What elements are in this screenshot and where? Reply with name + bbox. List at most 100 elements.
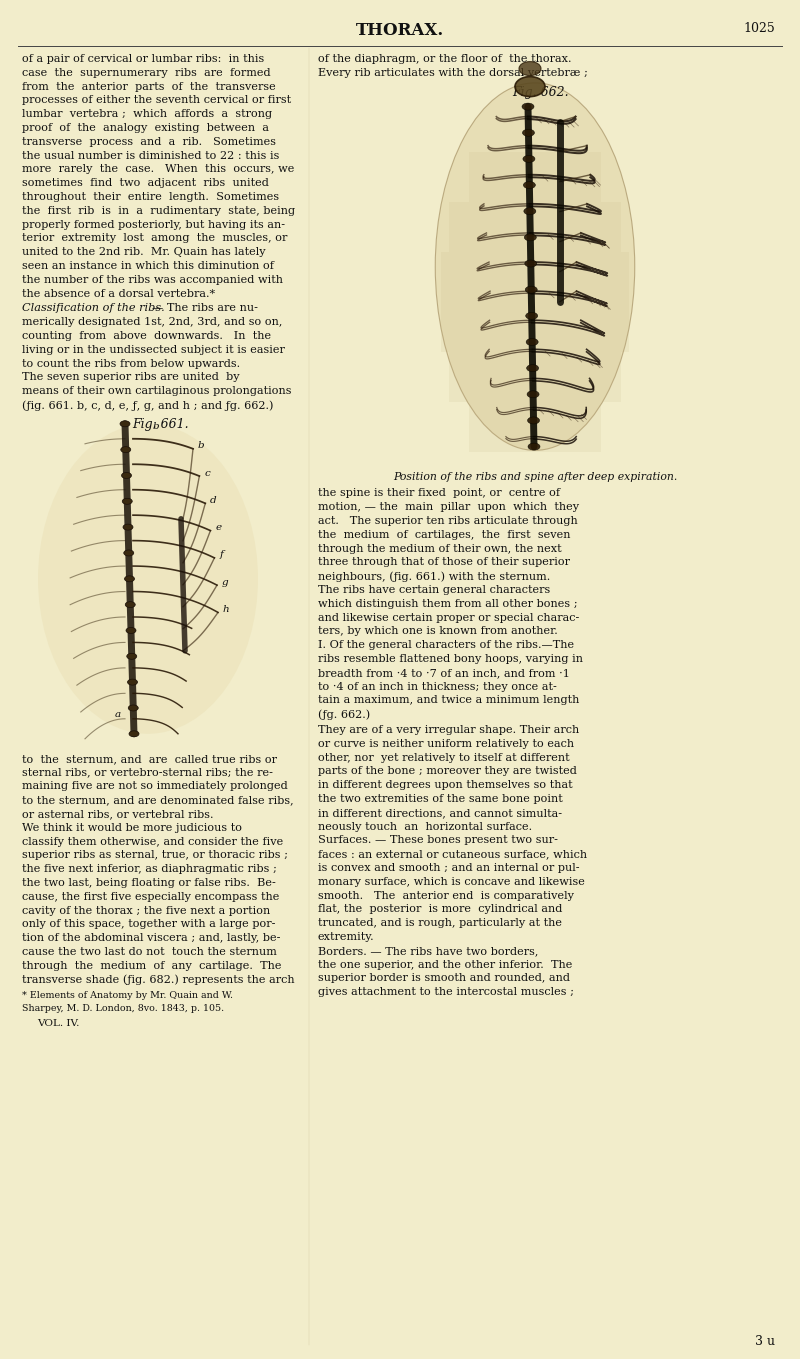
Text: b: b [198,442,205,450]
Ellipse shape [515,76,545,96]
Text: cavity of the thorax ; the five next a portion: cavity of the thorax ; the five next a p… [22,905,270,916]
Ellipse shape [523,155,535,163]
Text: parts of the bone ; moreover they are twisted: parts of the bone ; moreover they are tw… [318,766,577,776]
Text: VOL. IV.: VOL. IV. [37,1019,79,1027]
Text: d: d [210,496,217,504]
Ellipse shape [527,417,539,424]
Ellipse shape [128,705,138,711]
Text: Sharpey, M. D. London, 8vo. 1843, p. 105.: Sharpey, M. D. London, 8vo. 1843, p. 105… [22,1004,224,1014]
Text: transverse shade (ƒig. 682.) represents the arch: transverse shade (ƒig. 682.) represents … [22,974,294,985]
Ellipse shape [122,499,132,504]
Text: a: a [115,711,121,719]
Ellipse shape [121,447,130,453]
Text: g: g [222,578,229,587]
Text: or asternal ribs, or vertebral ribs.: or asternal ribs, or vertebral ribs. [22,809,214,819]
Text: superior border is smooth and rounded, and: superior border is smooth and rounded, a… [318,973,570,984]
Text: faces : an external or cutaneous surface, which: faces : an external or cutaneous surface… [318,849,587,859]
Text: The seven superior ribs are united  by: The seven superior ribs are united by [22,372,240,382]
Text: of a pair of cervical or lumbar ribs:  in this: of a pair of cervical or lumbar ribs: in… [22,54,264,64]
Text: processes of either the seventh cervical or first: processes of either the seventh cervical… [22,95,291,106]
Ellipse shape [127,680,138,685]
FancyBboxPatch shape [441,251,629,302]
Ellipse shape [120,421,130,427]
Text: terior  extremity  lost  among  the  muscles, or: terior extremity lost among the muscles,… [22,234,287,243]
Ellipse shape [525,260,537,266]
Text: act.   The superior ten ribs articulate through: act. The superior ten ribs articulate th… [318,516,578,526]
Ellipse shape [526,338,538,345]
Text: f: f [219,550,223,560]
FancyBboxPatch shape [469,152,602,201]
Text: the  medium  of  cartilages,  the  first  seven: the medium of cartilages, the first seve… [318,530,570,540]
Text: ribs resemble flattened bony hoops, varying in: ribs resemble flattened bony hoops, vary… [318,654,583,665]
Text: the absence of a dorsal vertebra.*: the absence of a dorsal vertebra.* [22,288,215,299]
Ellipse shape [527,391,539,398]
Ellipse shape [524,208,536,215]
Text: superior ribs as sternal, true, or thoracic ribs ;: superior ribs as sternal, true, or thora… [22,851,288,860]
Ellipse shape [526,287,538,294]
Text: Borders. — The ribs have two borders,: Borders. — The ribs have two borders, [318,946,538,955]
Ellipse shape [38,424,258,734]
Ellipse shape [122,473,131,478]
Ellipse shape [124,550,134,556]
Text: They are of a very irregular shape. Their arch: They are of a very irregular shape. Thei… [318,724,579,735]
Ellipse shape [523,182,535,189]
Text: flat, the  posterior  is more  cylindrical and: flat, the posterior is more cylindrical … [318,904,562,915]
Text: seen an instance in which this diminution of: seen an instance in which this diminutio… [22,261,274,270]
Text: 3 u: 3 u [755,1335,775,1348]
Text: only of this space, together with a large por-: only of this space, together with a larg… [22,920,275,930]
Text: case  the  supernumerary  ribs  are  formed: case the supernumerary ribs are formed [22,68,270,77]
Text: cause the two last do not  touch the sternum: cause the two last do not touch the ster… [22,947,277,957]
Ellipse shape [126,602,135,607]
Text: properly formed posteriorly, but having its an-: properly formed posteriorly, but having … [22,220,285,230]
Text: to count the ribs from below upwards.: to count the ribs from below upwards. [22,359,240,368]
Text: through the medium of their own, the next: through the medium of their own, the nex… [318,544,562,553]
Text: neously touch  an  horizontal surface.: neously touch an horizontal surface. [318,822,532,832]
Text: through  the  medium  of  any  cartilage.  The: through the medium of any cartilage. The [22,961,282,970]
Text: breadth from ·4 to ·7 of an inch, and from ·1: breadth from ·4 to ·7 of an inch, and fr… [318,667,570,678]
Ellipse shape [526,313,538,319]
Text: or curve is neither uniform relatively to each: or curve is neither uniform relatively t… [318,739,574,749]
Text: classify them otherwise, and consider the five: classify them otherwise, and consider th… [22,837,283,847]
Text: living or in the undissected subject it is easier: living or in the undissected subject it … [22,345,285,355]
Text: the usual number is diminished to 22 : this is: the usual number is diminished to 22 : t… [22,151,279,160]
Text: motion, — the  main  pillar  upon  which  they: motion, — the main pillar upon which the… [318,503,579,512]
Text: Classification of the ribs.: Classification of the ribs. [22,303,165,314]
Text: and likewise certain proper or special charac-: and likewise certain proper or special c… [318,613,579,622]
Ellipse shape [524,234,536,241]
Text: other, nor  yet relatively to itself at different: other, nor yet relatively to itself at d… [318,753,570,762]
Text: (ƒig. 661. b, c, d, e, ƒ, g, and h ; and ƒg. 662.): (ƒig. 661. b, c, d, e, ƒ, g, and h ; and… [22,400,274,410]
Text: the two last, being floating or false ribs.  Be-: the two last, being floating or false ri… [22,878,276,887]
Text: b: b [153,421,160,431]
Text: Position of the ribs and spine after deep expiration.: Position of the ribs and spine after dee… [393,472,677,481]
Text: monary surface, which is concave and likewise: monary surface, which is concave and lik… [318,877,585,887]
Ellipse shape [129,731,139,737]
Text: tain a maximum, and twice a minimum length: tain a maximum, and twice a minimum leng… [318,696,579,705]
Text: truncated, and is rough, particularly at the: truncated, and is rough, particularly at… [318,919,562,928]
Text: extremity.: extremity. [318,932,374,942]
Text: Fig. 661.: Fig. 661. [132,417,188,431]
Ellipse shape [528,443,540,450]
Text: merically designated 1st, 2nd, 3rd, and so on,: merically designated 1st, 2nd, 3rd, and … [22,317,282,328]
Ellipse shape [522,129,534,136]
Text: the five next inferior, as diaphragmatic ribs ;: the five next inferior, as diaphragmatic… [22,864,277,874]
Text: proof  of  the  analogy  existing  between  a: proof of the analogy existing between a [22,124,269,133]
Text: 1025: 1025 [743,22,775,35]
Text: the number of the ribs was accompanied with: the number of the ribs was accompanied w… [22,275,283,285]
Text: * Elements of Anatomy by Mr. Quain and W.: * Elements of Anatomy by Mr. Quain and W… [22,992,233,1000]
Text: smooth.   The  anterior end  is comparatively: smooth. The anterior end is comparativel… [318,890,574,901]
Text: Surfaces. — These bones present two sur-: Surfaces. — These bones present two sur- [318,836,558,845]
Text: sometimes  find  two  adjacent  ribs  united: sometimes find two adjacent ribs united [22,178,269,188]
Text: is convex and smooth ; and an internal or pul-: is convex and smooth ; and an internal o… [318,863,579,872]
Ellipse shape [123,525,133,530]
Text: — The ribs are nu-: — The ribs are nu- [152,303,258,314]
FancyBboxPatch shape [469,402,602,451]
Ellipse shape [435,83,634,450]
Text: the spine is their fixed  point, or  centre of: the spine is their fixed point, or centr… [318,488,560,499]
Text: sternal ribs, or vertebro-sternal ribs; the re-: sternal ribs, or vertebro-sternal ribs; … [22,768,273,777]
Text: lumbar  vertebra ;  which  affords  a  strong: lumbar vertebra ; which affords a strong [22,109,272,120]
Text: gives attachment to the intercostal muscles ;: gives attachment to the intercostal musc… [318,987,574,998]
Text: to ·4 of an inch in thickness; they once at-: to ·4 of an inch in thickness; they once… [318,682,557,692]
FancyBboxPatch shape [449,352,621,402]
Ellipse shape [125,576,134,582]
Text: the  first  rib  is  in  a  rudimentary  state, being: the first rib is in a rudimentary state,… [22,205,295,216]
